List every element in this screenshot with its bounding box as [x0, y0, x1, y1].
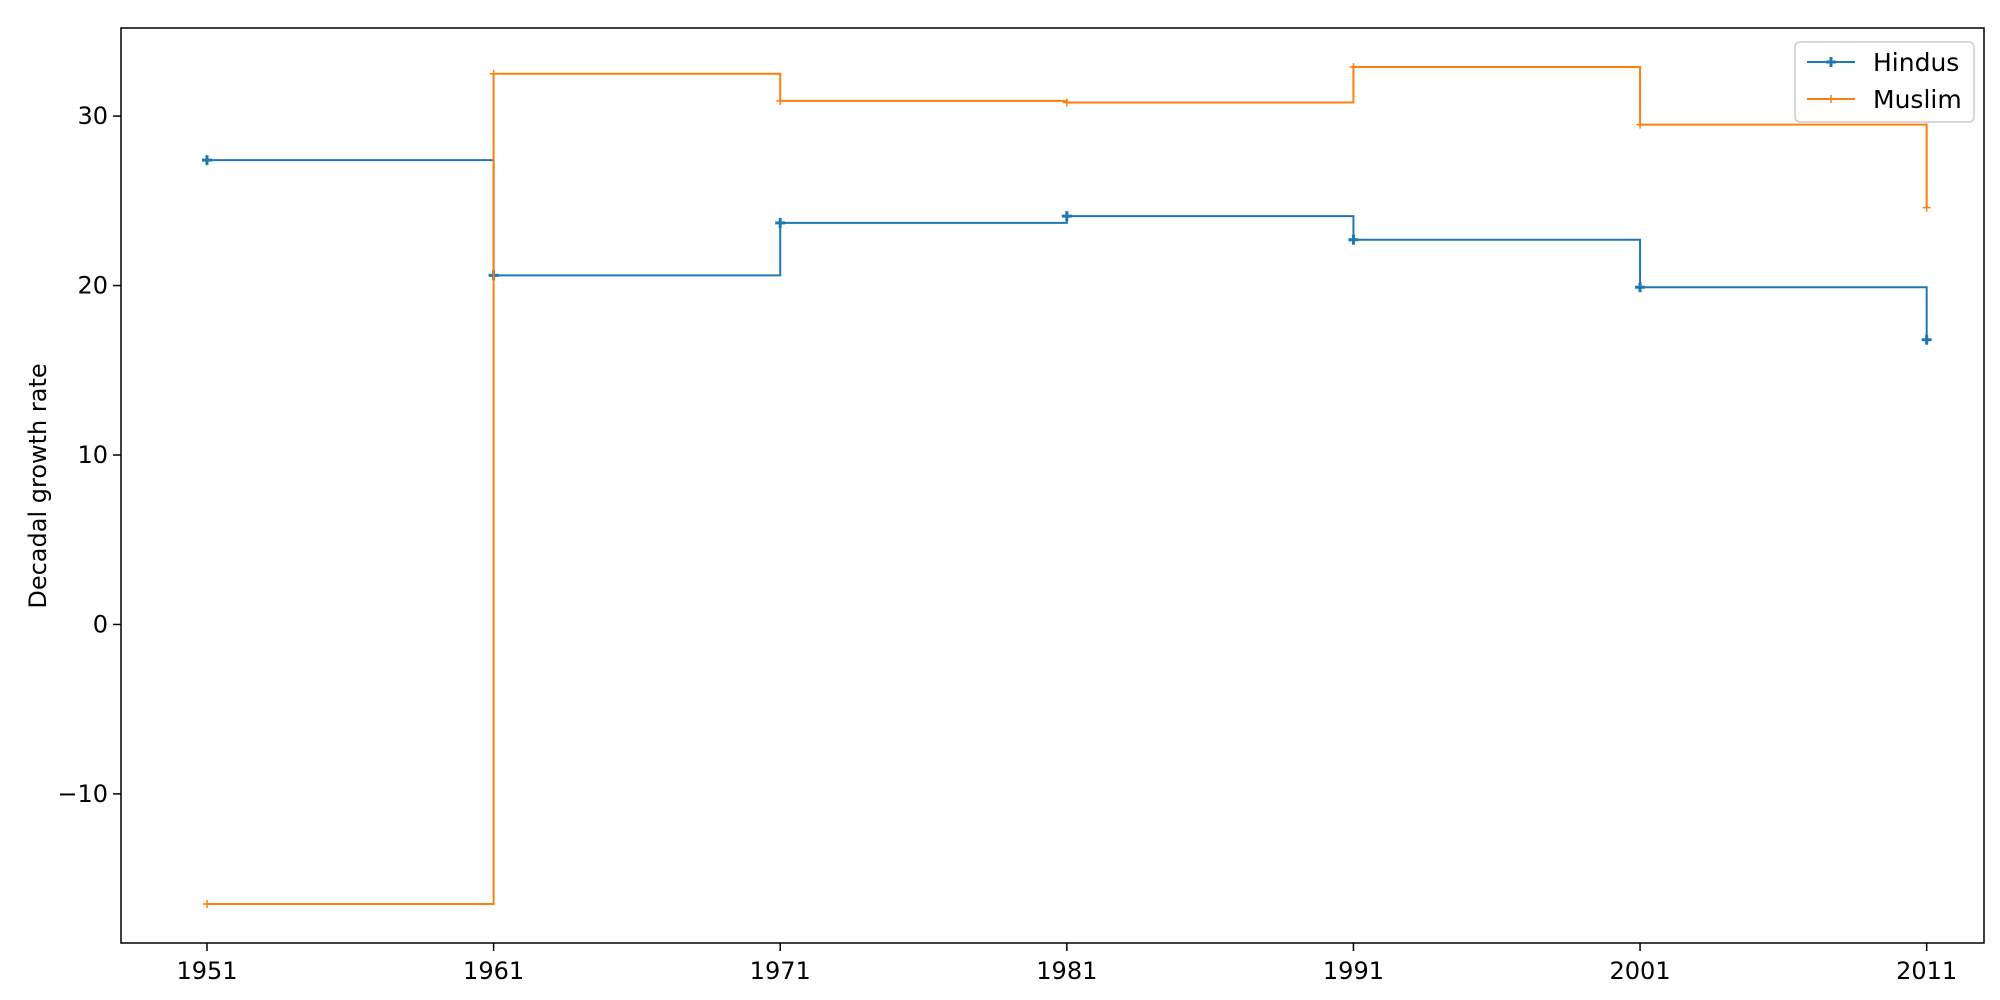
legend-label-hindus: Hindus	[1873, 48, 1959, 77]
y-tick-label: 10	[77, 441, 108, 469]
data-point-muslim	[1062, 98, 1071, 107]
data-point-hindus	[1921, 334, 1932, 345]
x-tick-label: 1961	[463, 957, 524, 985]
y-tick-label: 20	[77, 272, 108, 300]
y-tick-label: −10	[57, 780, 108, 808]
legend-marker-hindus	[1826, 57, 1836, 67]
series-line-hindus	[206, 159, 1928, 340]
legend-label-muslim: Muslim	[1873, 85, 1962, 114]
y-tick-label: 0	[93, 610, 108, 638]
series-line-muslim	[206, 65, 1928, 906]
y-tick-label: 30	[77, 102, 108, 130]
data-point-hindus	[1348, 234, 1359, 245]
x-tick-label: 1991	[1323, 957, 1384, 985]
data-point-muslim	[1922, 203, 1931, 212]
x-tick-label: 2011	[1896, 957, 1957, 985]
legend: Hindus Muslim	[1794, 41, 1975, 123]
data-point-muslim	[1349, 62, 1358, 71]
y-axis-label: Decadal growth rate	[24, 363, 52, 608]
data-point-muslim	[1636, 120, 1645, 129]
data-point-muslim	[776, 96, 785, 105]
data-point-muslim	[202, 900, 211, 909]
x-tick-label: 1951	[176, 957, 237, 985]
data-point-muslim	[489, 69, 498, 78]
data-point-hindus	[775, 217, 786, 228]
data-point-hindus	[1061, 211, 1072, 222]
plot-frame	[120, 27, 1985, 944]
data-point-hindus	[201, 155, 212, 166]
data-point-hindus	[1635, 282, 1646, 293]
x-tick-label: 1971	[750, 957, 811, 985]
legend-marker-muslim	[1827, 95, 1835, 103]
x-tick-label: 1981	[1036, 957, 1097, 985]
x-tick-label: 2001	[1610, 957, 1671, 985]
